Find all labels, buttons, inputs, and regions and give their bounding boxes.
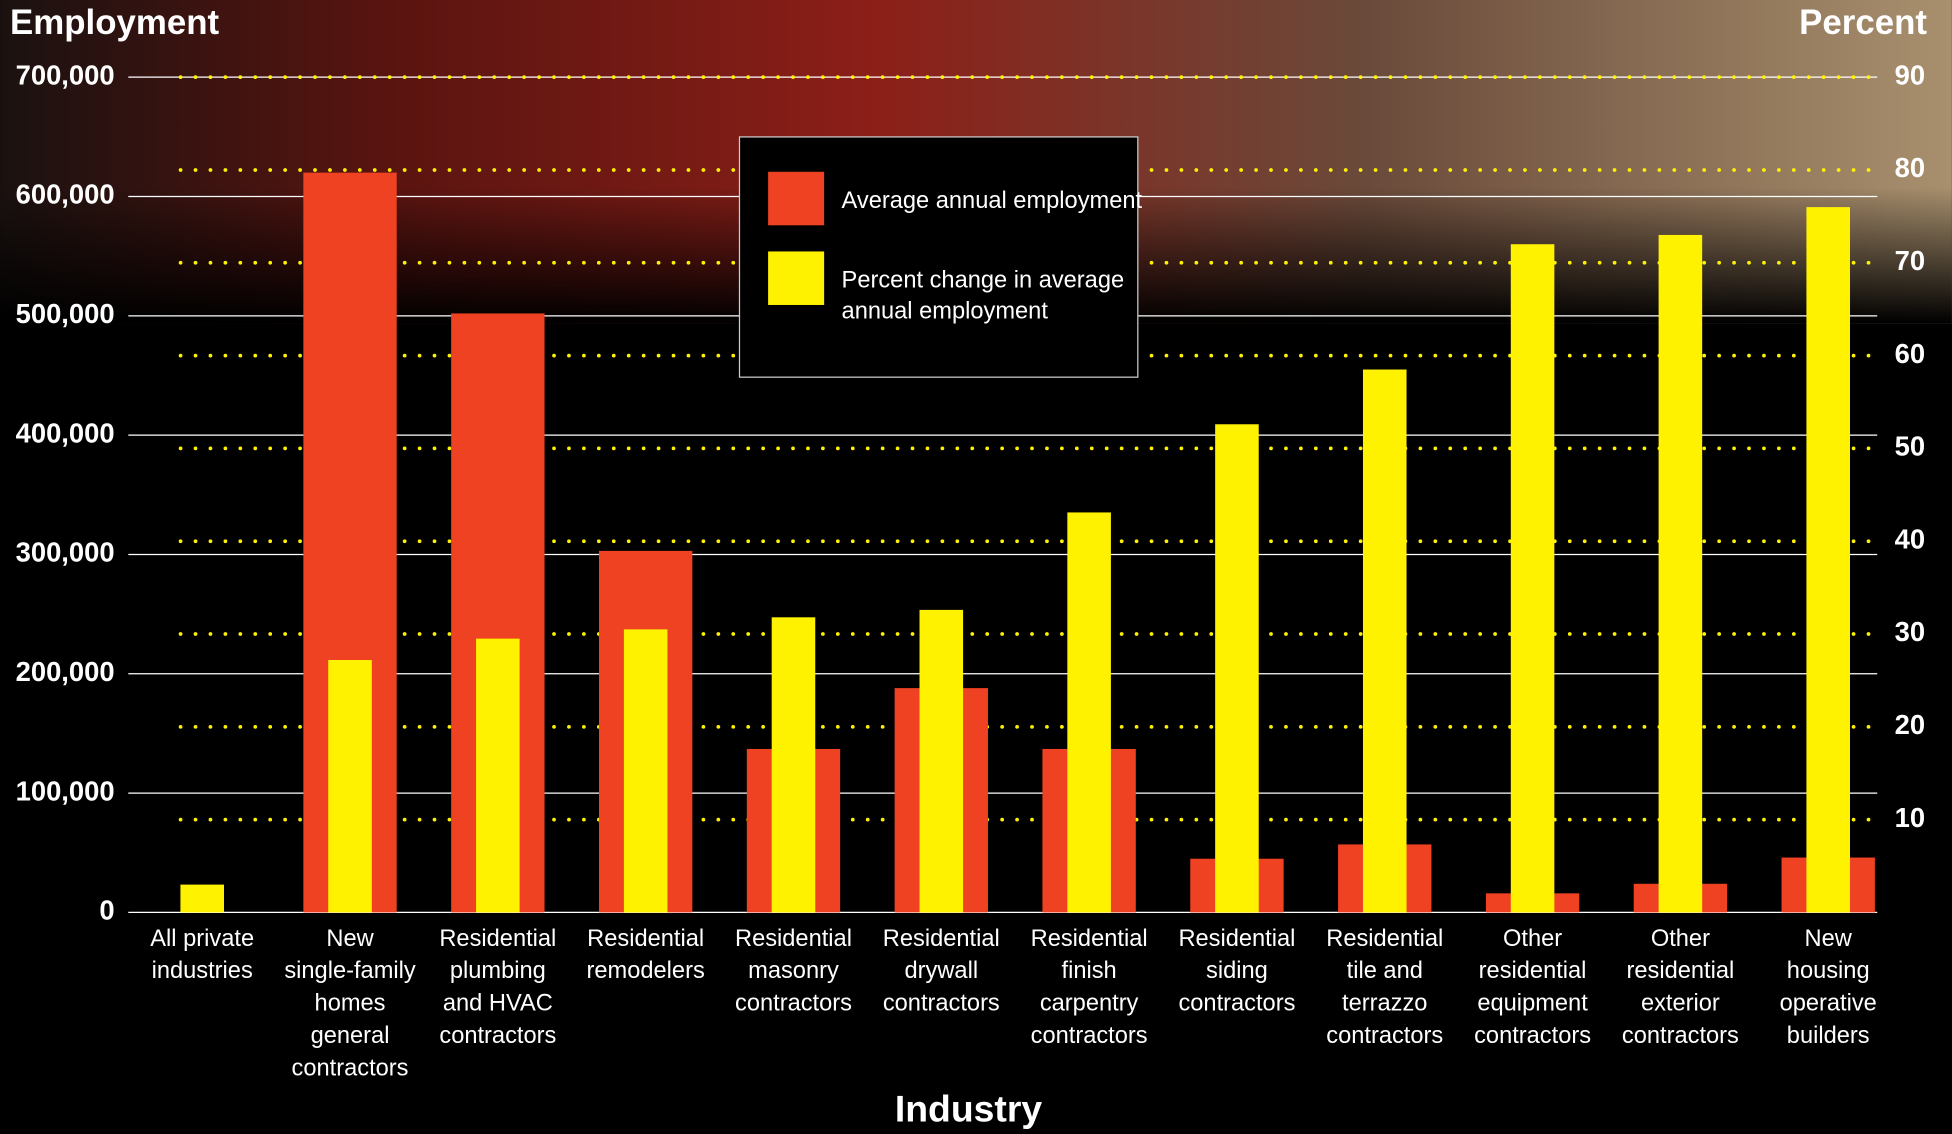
bar [771,617,816,913]
y-axis-title: Employment [10,3,219,42]
legend-swatch [768,251,825,305]
bar [1362,369,1407,913]
x-tick-label: New single-family homes general contractors [284,926,416,1081]
x-tick-label: Residential remodelers [587,926,705,984]
y2-axis-title: Percent [1799,3,1927,42]
y2-tick-label: 30 [1895,616,1925,647]
y-tick-label: 600,000 [16,179,115,210]
bar [919,609,964,913]
bar [1067,512,1111,913]
y-tick-label: 300,000 [16,537,115,568]
legend-swatch [768,171,825,226]
y2-tick-label: 10 [1895,802,1925,833]
x-tick-label: Residential siding contractors [1178,926,1295,1017]
bar [1215,424,1259,913]
y-tick-label: 100,000 [16,775,115,806]
legend-label: Percent change in average annual employme… [842,268,1125,325]
y2-tick-label: 60 [1895,338,1925,369]
y-tick-label: 0 [99,895,114,926]
y2-tick-label: 70 [1895,245,1925,276]
y2-tick-label: 20 [1895,709,1925,740]
y2-tick-label: 90 [1895,59,1925,90]
y2-tick-label: 40 [1895,523,1925,554]
x-tick-label: Residential plumbing and HVAC contractors [439,926,556,1049]
bar [180,884,224,913]
x-tick-label: Residential masonry contractors [735,926,852,1017]
x-axis-title: Industry [895,1087,1042,1129]
x-tick-label: New housing operative builders [1780,926,1877,1049]
x-tick-label: Other residential equipment contractors [1474,926,1591,1049]
y-tick-label: 200,000 [16,656,115,687]
legend-label: Average annual employment [842,188,1143,214]
y2-tick-label: 80 [1895,152,1925,183]
bar [1806,207,1850,913]
y-tick-label: 400,000 [16,417,115,448]
bar [476,638,520,913]
bar [623,629,668,913]
x-tick-label: Residential drywall contractors [883,926,1000,1017]
legend: Average annual employment Percent change … [738,136,1143,378]
x-tick-label: Residential tile and terrazzo contractors [1326,926,1443,1049]
y-tick-label: 500,000 [16,298,115,329]
bar [1658,234,1703,913]
bar [328,659,372,913]
y2-tick-label: 50 [1895,431,1925,462]
x-tick-label: All private industries [150,926,254,984]
x-tick-label: Other residential exterior contractors [1622,926,1739,1049]
x-tick-label: Residential finish carpentry contractors [1031,926,1148,1049]
y-tick-label: 700,000 [16,59,115,90]
bars: All private industries New single-family hom… [150,172,1877,1082]
bar [1510,244,1555,913]
